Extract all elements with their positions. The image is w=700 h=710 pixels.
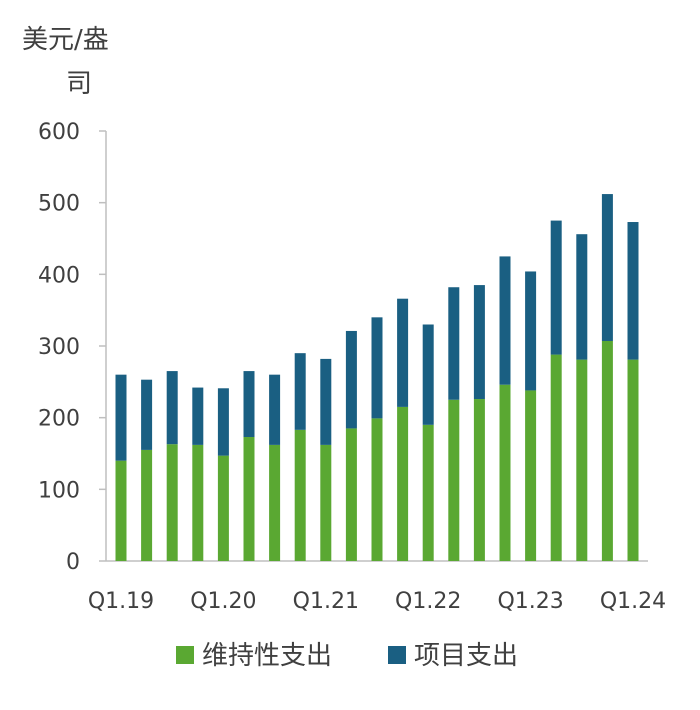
bar-project-Q2.20 xyxy=(243,371,255,438)
bar-maintenance-Q2.19 xyxy=(141,449,153,561)
bar-project-Q2.19 xyxy=(141,379,153,450)
bar-maintenance-Q3.20 xyxy=(269,444,281,561)
bar-maintenance-Q1.23 xyxy=(525,390,537,561)
legend-swatch-project xyxy=(388,646,406,664)
y-axis-ticks: 0 100 200 300 400 500 600 xyxy=(38,120,106,575)
bar-project-Q2.22 xyxy=(448,287,460,400)
y-tick-label: 600 xyxy=(38,120,80,145)
bar-project-Q1.21 xyxy=(320,358,332,445)
bar-maintenance-Q1.22 xyxy=(422,424,434,561)
bar-maintenance-Q2.20 xyxy=(243,437,255,561)
bar-project-Q1.23 xyxy=(525,271,537,391)
bar-project-Q4.23 xyxy=(601,194,613,341)
bar-project-Q4.21 xyxy=(397,298,409,407)
bar-maintenance-Q4.19 xyxy=(192,444,204,561)
legend-label-project: 项目支出 xyxy=(414,641,518,671)
x-tick-label: Q1.20 xyxy=(190,589,256,614)
bar-maintenance-Q4.20 xyxy=(294,429,306,561)
bar-maintenance-Q2.23 xyxy=(550,354,562,561)
bar-project-Q3.22 xyxy=(473,285,485,400)
x-tick-label: Q1.22 xyxy=(395,589,461,614)
bar-project-Q2.21 xyxy=(345,330,357,429)
y-tick-label: 200 xyxy=(38,407,80,432)
x-tick-label: Q1.19 xyxy=(88,589,154,614)
bar-project-Q1.24 xyxy=(627,222,639,360)
y-axis-label-line2: 司 xyxy=(66,69,92,99)
bar-maintenance-Q1.24 xyxy=(627,359,639,561)
legend-swatch-maintenance xyxy=(176,646,194,664)
bar-maintenance-Q1.19 xyxy=(115,460,127,561)
x-tick-label: Q1.24 xyxy=(600,589,666,614)
y-tick-label: 0 xyxy=(66,550,80,575)
bar-project-Q4.19 xyxy=(192,387,204,445)
bar-project-Q3.23 xyxy=(576,234,588,360)
bar-maintenance-Q2.22 xyxy=(448,399,460,561)
bar-project-Q3.21 xyxy=(371,317,383,419)
y-tick-label: 400 xyxy=(38,263,80,288)
bar-maintenance-Q1.21 xyxy=(320,444,332,561)
bar-project-Q1.22 xyxy=(422,324,434,425)
bar-project-Q3.20 xyxy=(269,374,281,445)
bar-project-Q4.22 xyxy=(499,256,511,385)
bar-project-Q3.19 xyxy=(166,371,178,445)
bar-project-Q2.23 xyxy=(550,220,562,355)
bar-maintenance-Q3.21 xyxy=(371,418,383,561)
bar-maintenance-Q4.21 xyxy=(397,406,409,561)
bar-maintenance-Q4.23 xyxy=(601,340,613,561)
bar-maintenance-Q2.21 xyxy=(345,428,357,561)
x-tick-label: Q1.21 xyxy=(293,589,359,614)
bar-maintenance-Q3.23 xyxy=(576,359,588,561)
y-axis-label-line1: 美元/盎 xyxy=(22,25,109,55)
bar-project-Q1.19 xyxy=(115,374,127,461)
legend-label-maintenance: 维持性支出 xyxy=(202,641,332,671)
bar-maintenance-Q3.19 xyxy=(166,444,178,561)
y-tick-label: 100 xyxy=(38,478,80,503)
x-axis-ticks: Q1.19 Q1.20 Q1.21 Q1.22 Q1.23 Q1.24 xyxy=(88,589,666,614)
bar-maintenance-Q4.22 xyxy=(499,384,511,561)
legend: 维持性支出 项目支出 xyxy=(176,641,518,671)
x-tick-label: Q1.23 xyxy=(497,589,563,614)
bar-project-Q4.20 xyxy=(294,353,306,430)
bar-maintenance-Q1.20 xyxy=(217,455,229,561)
bar-maintenance-Q3.22 xyxy=(473,399,485,561)
bar-project-Q1.20 xyxy=(217,388,229,456)
y-tick-label: 300 xyxy=(38,335,80,360)
bars-group xyxy=(115,194,639,561)
y-tick-label: 500 xyxy=(38,192,80,217)
